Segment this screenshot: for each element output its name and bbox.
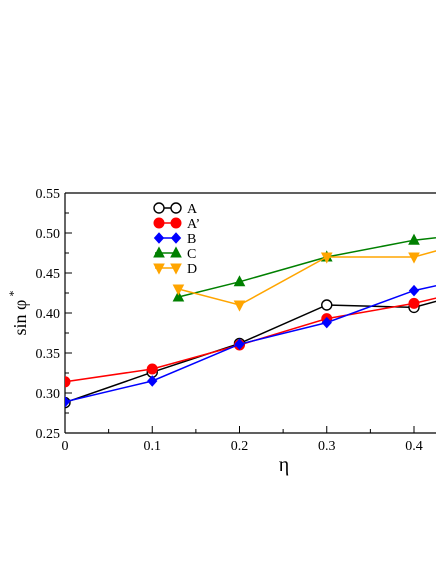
legend-label: C: [187, 247, 196, 262]
data-point: [172, 290, 185, 302]
legend-marker: [153, 263, 165, 275]
legend-marker: [153, 232, 165, 244]
x-tick-label: 0.4: [405, 439, 423, 454]
legend-marker: [170, 263, 182, 275]
axes: 0.25 0.30 0.35 0.40 0.45 0.50 0.55 0 0.1 0.2 0.3 0.…: [36, 187, 436, 454]
series-line: [65, 297, 436, 383]
x-tick-label: 0.1: [144, 439, 162, 454]
y-axis-label: sin φ *: [6, 291, 30, 336]
y-tick-label: 0.30: [36, 387, 61, 402]
legend-marker: [153, 246, 165, 258]
y-tick-label: 0.55: [36, 187, 61, 202]
data-point: [65, 396, 71, 408]
data-point: [233, 300, 246, 312]
legend-label: D: [187, 262, 197, 277]
x-axis-label: η: [279, 454, 289, 476]
legend-label: A’: [187, 217, 200, 232]
svg-text:sin φ*: sin φ *: [6, 291, 30, 336]
y-axis-label-superscript: *: [6, 291, 20, 297]
legend-label: A: [187, 202, 198, 217]
series-line: [65, 284, 436, 403]
y-axis-label-base: sin φ: [10, 300, 30, 336]
legend-item: A: [153, 202, 198, 217]
series-3: [65, 284, 436, 408]
data-point: [234, 338, 245, 350]
series-line: [65, 300, 436, 404]
data-point: [408, 297, 420, 309]
x-tick-label: 0.3: [318, 439, 336, 454]
data-point: [172, 284, 185, 296]
legend-item: D: [153, 262, 197, 277]
x-tick-label: 0: [62, 439, 69, 454]
data-point: [321, 316, 332, 329]
legend-marker: [170, 232, 182, 244]
data-point: [320, 252, 333, 264]
legend-item: C: [153, 246, 196, 262]
data-point: [146, 363, 158, 375]
y-tick-label: 0.40: [36, 307, 61, 322]
y-tick-label: 0.45: [36, 267, 61, 282]
legend: AA’BCD: [153, 202, 200, 277]
legend-marker: [170, 202, 182, 214]
series-5: [172, 250, 436, 312]
series-layer: [65, 233, 436, 409]
series-4: [172, 233, 436, 302]
x-tick-label: 0.2: [231, 439, 249, 454]
y-tick-label: 0.50: [36, 227, 61, 242]
series-line: [178, 237, 436, 298]
y-tick-label: 0.25: [36, 427, 61, 442]
legend-label: B: [187, 232, 196, 247]
legend-item: A’: [153, 217, 200, 232]
data-point: [233, 275, 246, 287]
data-point: [408, 284, 420, 297]
legend-marker: [153, 217, 165, 229]
data-point: [408, 252, 420, 264]
data-point: [147, 375, 158, 387]
data-point: [321, 299, 333, 311]
legend-item: B: [153, 232, 196, 247]
data-point: [65, 376, 71, 388]
legend-marker: [153, 202, 165, 214]
y-tick-label: 0.35: [36, 347, 61, 362]
legend-marker: [170, 217, 182, 229]
legend-marker: [170, 246, 182, 258]
data-point: [408, 233, 420, 245]
